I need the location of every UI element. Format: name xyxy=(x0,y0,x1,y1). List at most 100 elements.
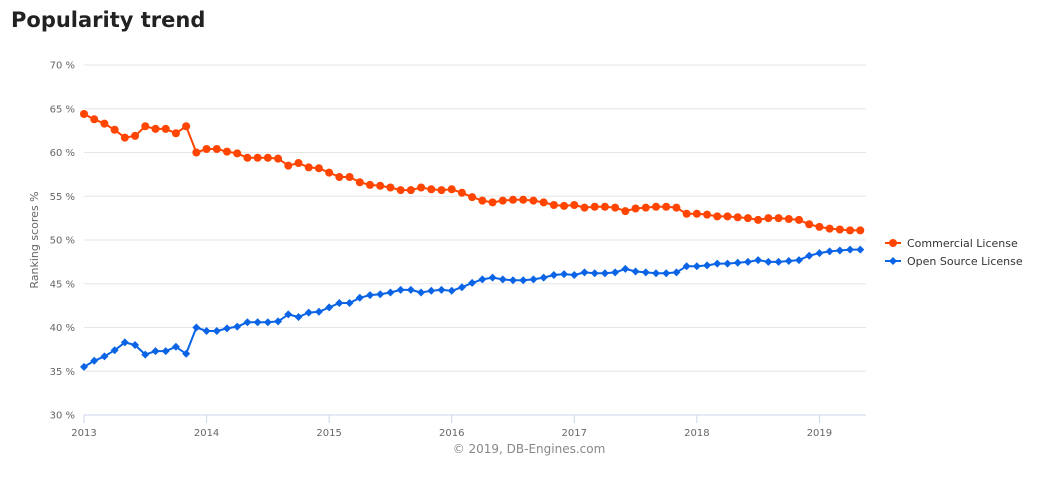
data-point[interactable] xyxy=(498,196,507,205)
data-point[interactable] xyxy=(90,356,99,365)
data-point[interactable] xyxy=(835,246,844,255)
data-point[interactable] xyxy=(508,195,517,204)
data-point[interactable] xyxy=(274,317,283,326)
data-point[interactable] xyxy=(774,214,783,223)
data-point[interactable] xyxy=(784,257,793,265)
data-point[interactable] xyxy=(651,202,660,211)
data-point[interactable] xyxy=(529,275,538,284)
data-point[interactable] xyxy=(611,268,620,277)
data-point[interactable] xyxy=(100,119,109,128)
data-point[interactable] xyxy=(713,212,722,221)
data-point[interactable] xyxy=(508,276,517,285)
data-point[interactable] xyxy=(743,214,752,223)
data-point[interactable] xyxy=(120,338,129,347)
data-point[interactable] xyxy=(386,183,395,192)
data-point[interactable] xyxy=(621,207,630,216)
data-point[interactable] xyxy=(396,285,405,294)
data-point[interactable] xyxy=(519,195,528,204)
data-point[interactable] xyxy=(233,322,242,331)
data-point[interactable] xyxy=(723,259,732,268)
data-point[interactable] xyxy=(754,256,763,265)
data-point[interactable] xyxy=(723,212,732,221)
data-point[interactable] xyxy=(314,164,323,173)
data-point[interactable] xyxy=(233,149,242,158)
data-point[interactable] xyxy=(457,188,466,197)
data-point[interactable] xyxy=(355,178,364,187)
data-point[interactable] xyxy=(815,249,824,258)
data-point[interactable] xyxy=(417,288,426,297)
data-point[interactable] xyxy=(662,202,671,211)
data-point[interactable] xyxy=(703,210,712,219)
series-open-source-license[interactable] xyxy=(80,245,865,371)
data-point[interactable] xyxy=(478,196,487,205)
data-point[interactable] xyxy=(243,318,252,327)
data-point[interactable] xyxy=(794,256,803,265)
data-point[interactable] xyxy=(498,275,507,284)
data-point[interactable] xyxy=(488,273,497,282)
data-point[interactable] xyxy=(468,278,477,287)
data-point[interactable] xyxy=(314,307,323,316)
data-point[interactable] xyxy=(682,262,691,271)
data-point[interactable] xyxy=(141,122,150,131)
data-point[interactable] xyxy=(764,214,773,223)
data-point[interactable] xyxy=(335,299,344,307)
data-point[interactable] xyxy=(539,198,548,207)
data-point[interactable] xyxy=(294,313,303,321)
data-point[interactable] xyxy=(641,268,650,277)
data-point[interactable] xyxy=(110,125,119,134)
data-point[interactable] xyxy=(846,245,855,254)
data-point[interactable] xyxy=(590,202,599,211)
data-point[interactable] xyxy=(141,350,150,359)
data-point[interactable] xyxy=(631,267,640,276)
data-point[interactable] xyxy=(365,180,374,189)
data-point[interactable] xyxy=(447,286,456,295)
data-point[interactable] xyxy=(682,209,691,218)
data-point[interactable] xyxy=(815,222,824,231)
data-point[interactable] xyxy=(355,293,364,302)
data-point[interactable] xyxy=(80,110,88,118)
data-point[interactable] xyxy=(253,153,262,162)
data-point[interactable] xyxy=(733,213,742,222)
data-point[interactable] xyxy=(437,186,446,195)
data-point[interactable] xyxy=(437,285,446,294)
data-point[interactable] xyxy=(263,153,272,162)
data-point[interactable] xyxy=(243,153,252,162)
data-point[interactable] xyxy=(631,204,640,213)
data-point[interactable] xyxy=(713,259,722,268)
data-point[interactable] xyxy=(825,247,834,256)
data-point[interactable] xyxy=(600,202,609,211)
data-point[interactable] xyxy=(743,257,752,266)
data-point[interactable] xyxy=(692,209,701,218)
data-point[interactable] xyxy=(212,145,221,153)
data-point[interactable] xyxy=(447,185,456,194)
data-point[interactable] xyxy=(151,124,160,133)
data-point[interactable] xyxy=(325,168,334,177)
data-point[interactable] xyxy=(856,226,865,235)
data-point[interactable] xyxy=(846,226,855,235)
data-point[interactable] xyxy=(856,245,865,254)
data-point[interactable] xyxy=(376,181,385,190)
data-point[interactable] xyxy=(478,275,487,284)
data-point[interactable] xyxy=(794,215,803,224)
series-line[interactable] xyxy=(83,113,861,232)
data-point[interactable] xyxy=(406,285,415,294)
data-point[interactable] xyxy=(488,198,497,207)
data-point[interactable] xyxy=(396,186,405,195)
data-point[interactable] xyxy=(754,215,763,224)
data-point[interactable] xyxy=(764,257,773,266)
data-point[interactable] xyxy=(192,323,201,332)
data-point[interactable] xyxy=(294,159,303,167)
data-point[interactable] xyxy=(202,327,211,335)
data-point[interactable] xyxy=(805,251,814,260)
series-commercial-license[interactable] xyxy=(80,110,865,235)
data-point[interactable] xyxy=(171,342,180,351)
legend-item[interactable]: Open Source License xyxy=(885,255,1023,268)
data-point[interactable] xyxy=(171,129,180,138)
data-point[interactable] xyxy=(263,318,272,327)
data-point[interactable] xyxy=(825,224,834,233)
data-point[interactable] xyxy=(284,161,293,170)
data-point[interactable] xyxy=(100,352,109,361)
data-point[interactable] xyxy=(192,148,201,157)
data-point[interactable] xyxy=(304,163,313,172)
data-point[interactable] xyxy=(120,133,129,142)
